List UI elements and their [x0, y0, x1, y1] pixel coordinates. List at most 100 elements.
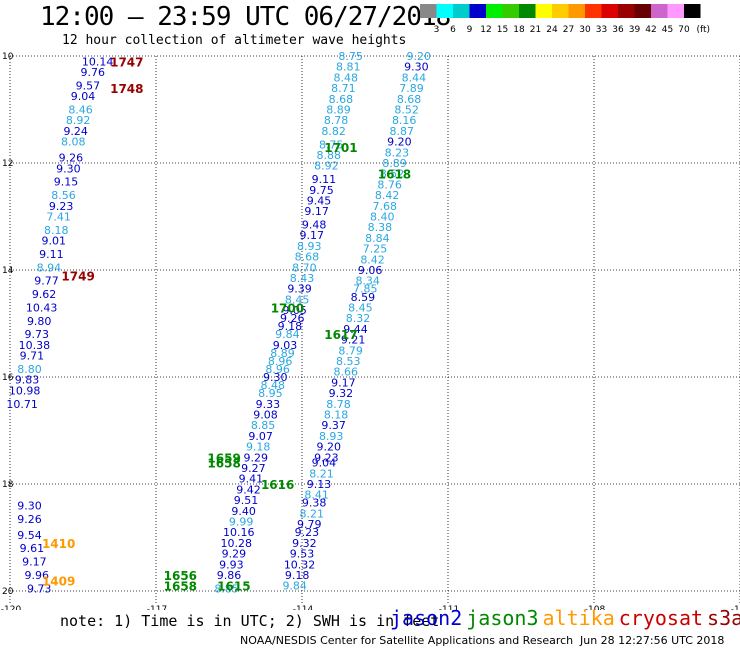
swh-value: 9.42: [236, 483, 261, 496]
swh-value: 9.01: [42, 235, 67, 248]
swh-value: 9.05: [282, 304, 307, 317]
swh-value: 9.57: [76, 79, 101, 92]
swh-value: 8.16: [392, 114, 417, 127]
swh-value: 9.30: [56, 162, 81, 175]
colorbar-swatch: [469, 4, 486, 18]
pass-time-label: 1618: [378, 168, 411, 182]
pass-time-label: 1749: [61, 269, 94, 283]
pass-time-label: 1700: [271, 301, 304, 315]
legend-s3a: s3a: [707, 606, 740, 630]
colorbar-swatch: [601, 4, 618, 18]
swh-value: 8.78: [324, 114, 349, 127]
swh-value: 8.21: [309, 467, 334, 480]
swh-value: 9.17: [22, 556, 47, 569]
swh-value: 7.25: [363, 243, 388, 256]
swh-value: 9.26: [59, 152, 84, 165]
swh-value: 9.30: [17, 499, 42, 512]
swh-value: 9.11: [39, 248, 64, 261]
y-tick-label: 16: [2, 373, 14, 383]
colorbar-swatch: [618, 4, 635, 18]
page-subtitle: 12 hour collection of altimeter wave hei…: [62, 33, 407, 48]
colorbar-tick-label: 12: [480, 25, 491, 35]
swh-value: 9.30: [263, 371, 288, 384]
satellite-legend: jason2 jason3 altika cryosat s3a: [390, 606, 740, 630]
track-jason2: 9.209.308.447.898.688.528.168.879.208.23…: [282, 50, 431, 593]
track-jason3: 8.758.818.488.718.688.898.788.828.758.88…: [282, 50, 362, 317]
swh-value: 9.17: [304, 205, 329, 218]
swh-value: 8.45: [285, 293, 310, 306]
colorbar-tick-label: 9: [467, 25, 473, 35]
colorbar-swatch: [420, 4, 437, 18]
pass-time-label: 1747: [110, 55, 143, 69]
swh-value: 9.23: [49, 200, 74, 213]
swh-value: 9.32: [329, 387, 354, 400]
colorbar-tick-label: 42: [645, 25, 656, 35]
swh-value: 8.56: [51, 189, 76, 202]
swh-value: 9.39: [287, 283, 312, 296]
swh-value: 8.38: [368, 221, 393, 234]
swh-value: 9.18: [285, 569, 310, 582]
swh-value: 8.48: [261, 379, 286, 392]
swh-value: 10.14: [82, 55, 114, 68]
swh-value: 8.48: [334, 71, 359, 84]
swh-value: 9.62: [32, 288, 57, 301]
swh-value: 9.07: [248, 430, 273, 443]
swh-value: 10.43: [26, 301, 58, 314]
swh-value: 9.30: [404, 61, 429, 74]
pass-time-label: 1617: [324, 328, 357, 342]
colorbar-tick-label: 18: [513, 25, 525, 35]
colorbar-swatch: [552, 4, 569, 18]
x-tick-label: -120: [1, 605, 22, 610]
pass-time-label: 1748: [110, 82, 143, 96]
swh-value: 8.89: [326, 104, 351, 117]
swh-value: 9.08: [253, 408, 278, 421]
swh-value: 9.20: [317, 441, 342, 454]
swh-value: 9.17: [299, 229, 324, 242]
swh-value: 8.44: [402, 71, 427, 84]
colorbar-swatch: [519, 4, 536, 18]
swh-value: 9.79: [297, 518, 322, 531]
swh-value: 8.41: [304, 489, 329, 502]
legend-altika: altika: [542, 606, 615, 630]
pass-time-label: 1410: [42, 537, 75, 551]
y-tick-label: 10: [2, 52, 14, 62]
swh-value: 8.52: [380, 168, 405, 181]
track-altika: 9.309.26 9.549.619.179.969.73: [17, 499, 51, 595]
y-tick-label: 18: [2, 480, 14, 490]
swh-value: 8.34: [355, 275, 380, 288]
swh-value: 9.84: [282, 580, 307, 593]
colorbar-tick-label: 45: [662, 25, 673, 35]
swh-value: 8.42: [360, 253, 385, 266]
swh-value: 9.06: [358, 264, 383, 277]
swh-value: 10.28: [221, 537, 253, 550]
colorbar-tick-label: 36: [612, 25, 624, 35]
swh-value: 9.18: [278, 320, 303, 333]
swh-value: 9.38: [302, 497, 327, 510]
swh-value: 9.73: [25, 328, 50, 341]
swh-value: 8.08: [61, 136, 86, 149]
pass-time-label: 1658: [207, 457, 240, 471]
swh-value: 8.43: [290, 272, 315, 285]
swh-value: 9.13: [307, 478, 332, 491]
y-tick-label: 20: [2, 587, 14, 597]
colorbar-swatch: [568, 4, 585, 18]
swh-value: 8.84: [365, 232, 390, 245]
swh-value: 8.18: [44, 224, 69, 237]
swh-value: 8.42: [375, 189, 400, 202]
x-tick-label: -114: [293, 605, 314, 610]
x-tick-label: -105: [731, 605, 740, 610]
pass-time-label: 1409: [42, 574, 75, 588]
swh-value: 9.37: [321, 419, 346, 432]
swh-value: 8.68: [329, 93, 354, 106]
swh-value: 8.45: [348, 301, 373, 314]
swh-value: 8.76: [377, 178, 402, 191]
swh-value: 8.53: [336, 355, 361, 368]
swh-value: 9.80: [27, 315, 52, 328]
colorbar-swatch: [502, 4, 519, 18]
track-jason2_descending: 9.269.189.849.038.898.968.969.308.488.95…: [214, 312, 304, 595]
swh-value: 8.93: [319, 430, 344, 443]
swh-value: 8.95: [258, 387, 283, 400]
swh-value: 9.27: [241, 462, 266, 475]
colorbar-legend: 3 6 9 12 15 18 21 24 27 30 33 36 39 42 45 70 (ft): [420, 4, 710, 35]
swh-value: 8.92: [314, 160, 339, 173]
